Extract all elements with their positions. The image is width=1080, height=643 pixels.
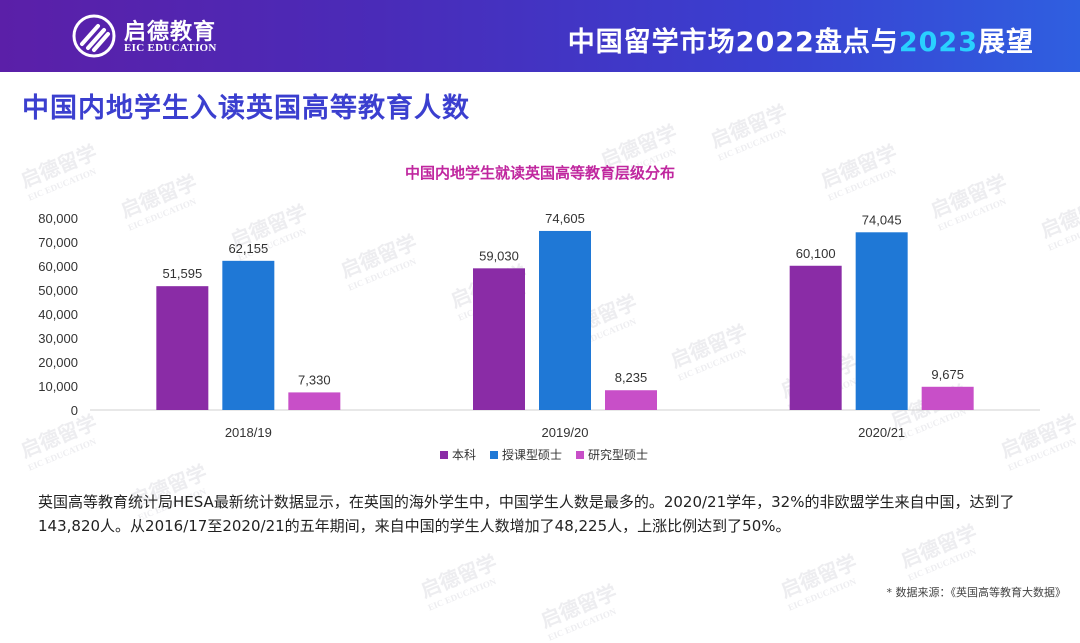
x-tick-label: 2018/19	[225, 425, 272, 440]
chart-title: 中国内地学生就读英国高等教育层级分布	[404, 164, 675, 182]
x-tick-label: 2019/20	[542, 425, 589, 440]
y-tick-label: 60,000	[38, 259, 78, 274]
legend-item-taught-master: 授课型硕士	[490, 446, 562, 463]
bar	[222, 260, 275, 410]
legend-swatch	[576, 450, 585, 459]
y-tick-label: 20,000	[38, 355, 78, 370]
data-label: 60,100	[796, 246, 836, 261]
data-label: 9,675	[931, 367, 964, 382]
data-label: 74,045	[862, 212, 902, 227]
y-tick-label: 10,000	[38, 379, 78, 394]
data-label: 51,595	[162, 266, 202, 281]
bar	[789, 265, 842, 410]
legend-swatch	[490, 450, 499, 459]
y-tick-label: 50,000	[38, 283, 78, 298]
data-label: 7,330	[298, 372, 331, 387]
bar	[288, 392, 341, 410]
y-tick-label: 40,000	[38, 307, 78, 322]
legend-label: 研究型硕士	[588, 448, 649, 462]
y-tick-label: 0	[71, 403, 78, 418]
bar	[539, 230, 591, 410]
y-tick-label: 30,000	[38, 331, 78, 346]
legend-item-research-master: 研究型硕士	[576, 446, 648, 463]
bar	[156, 286, 209, 410]
chart-legend: 本科 授课型硕士 研究型硕士	[440, 446, 648, 463]
data-label: 8,235	[615, 370, 648, 385]
y-tick-label: 80,000	[38, 211, 78, 226]
brand-english: EIC EDUCATION	[124, 42, 217, 54]
data-label: 62,155	[228, 241, 268, 256]
header-title-prefix: 中国留学市场2022盘点与	[567, 27, 899, 58]
eic-logo-icon	[72, 14, 116, 58]
legend-item-undergrad: 本科	[440, 446, 476, 463]
page-title: 中国内地学生入读英国高等教育人数	[22, 93, 470, 124]
y-tick-label: 70,000	[38, 235, 78, 250]
header-bar: 启德教育 EIC EDUCATION 中国留学市场2022盘点与2023展望	[0, 0, 1080, 72]
data-label: 74,605	[545, 211, 585, 226]
bar	[605, 390, 657, 410]
bar	[473, 268, 525, 410]
header-title-highlight: 2023	[898, 27, 978, 58]
legend-label: 本科	[452, 448, 477, 462]
header-title-suffix: 展望	[978, 27, 1034, 58]
x-tick-label: 2020/21	[858, 425, 905, 440]
legend-swatch	[440, 450, 448, 459]
bar	[921, 386, 974, 410]
description-paragraph: 英国高等教育统计局HESA最新统计数据显示，在英国的海外学生中，中国学生人数是最…	[38, 493, 1015, 535]
source-note: * 数据来源：《英国高等教育大数据》	[886, 586, 1067, 599]
bar-chart: 0 10,000 20,000 30,000 40,000 50,000 60,000 70,…	[38, 211, 1040, 440]
bar	[855, 232, 908, 410]
data-label: 59,030	[479, 248, 519, 263]
header-title: 中国留学市场2022盘点与2023展望	[568, 20, 1034, 59]
brand-name: 启德教育	[124, 20, 217, 45]
legend-label: 授课型硕士	[502, 448, 563, 462]
